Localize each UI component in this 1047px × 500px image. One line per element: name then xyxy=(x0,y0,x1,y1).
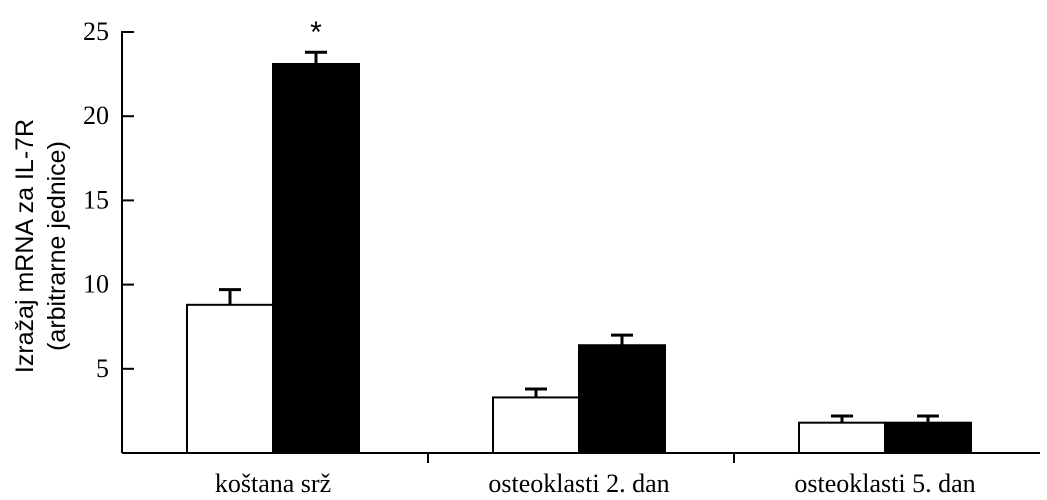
bar xyxy=(884,421,972,454)
y-tick-label: 25 xyxy=(83,17,109,46)
bar xyxy=(798,421,886,454)
x-tick-label: osteoklasti 5. dan xyxy=(794,469,975,498)
y-tick-label: 10 xyxy=(83,270,109,299)
bars xyxy=(186,50,972,455)
y-axis-label-line-1: Izražaj mRNA za IL-7R xyxy=(11,119,39,373)
y-tick-label: 15 xyxy=(83,185,109,214)
bar xyxy=(272,62,360,454)
labels: koštana srž osteoklasti 2. dan osteoklasti… xyxy=(215,16,976,498)
y-axis-label-line-2: (arbitrarne jednice) xyxy=(43,141,71,351)
y-axis: 5 10 15 20 25 xyxy=(83,17,134,453)
y-tick-label: 5 xyxy=(96,354,109,383)
bar xyxy=(492,396,580,455)
x-axis xyxy=(122,452,1040,463)
x-tick-label: osteoklasti 2. dan xyxy=(488,469,669,498)
significance-marker: * xyxy=(310,16,322,49)
y-tick-label: 20 xyxy=(83,101,109,130)
x-tick-label: koštana srž xyxy=(215,469,331,498)
bar xyxy=(186,303,274,455)
bar xyxy=(578,344,666,454)
